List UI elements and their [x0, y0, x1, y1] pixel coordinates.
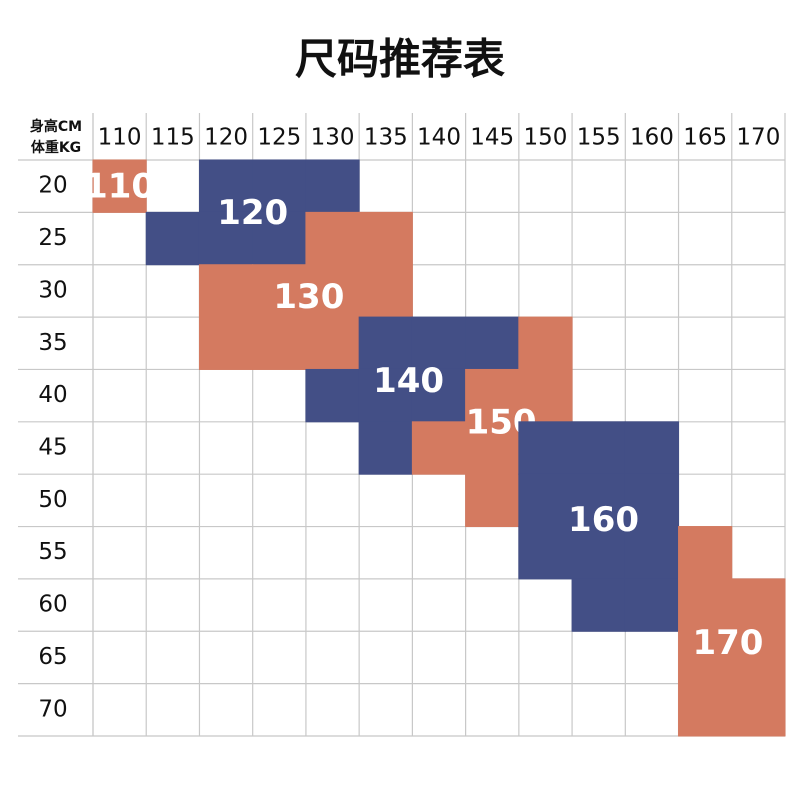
- weight-label: 70: [38, 696, 67, 722]
- size-cell: [358, 211, 413, 266]
- size-cell: [305, 368, 360, 423]
- size-cell: [678, 630, 733, 685]
- size-cell: [465, 473, 520, 528]
- weight-label: 20: [38, 173, 67, 199]
- weight-label: 50: [38, 487, 67, 513]
- size-cell: [145, 211, 200, 266]
- size-cell: [571, 578, 626, 632]
- size-label: 140: [373, 361, 444, 401]
- size-cell: [518, 316, 573, 370]
- height-label: 145: [470, 125, 514, 151]
- height-label: 160: [630, 125, 674, 151]
- size-cell: [518, 526, 573, 580]
- weight-label: 55: [38, 539, 67, 565]
- size-cell: [571, 421, 626, 475]
- weight-label: 25: [38, 225, 67, 251]
- size-cell: [411, 368, 467, 423]
- size-cell: [305, 211, 360, 266]
- size-label: 160: [568, 500, 639, 540]
- size-cell: [198, 316, 254, 370]
- size-cell: [305, 264, 360, 318]
- size-cell: [252, 316, 307, 370]
- height-label: 170: [736, 125, 780, 151]
- size-cell: [252, 159, 307, 213]
- size-cell: [678, 526, 733, 580]
- size-cell: [358, 316, 413, 370]
- size-cell: [678, 578, 733, 632]
- size-label: 170: [692, 623, 763, 663]
- size-cell: [358, 421, 413, 475]
- size-cell: [465, 368, 520, 423]
- size-cell: [624, 578, 680, 632]
- size-cell: [92, 159, 147, 213]
- size-cell: [624, 473, 680, 528]
- size-cell: [252, 264, 307, 318]
- weight-label: 60: [38, 592, 67, 618]
- size-cell: [571, 526, 626, 580]
- size-cell: [411, 316, 467, 370]
- corner-label: 身高CM: [30, 118, 82, 135]
- weight-label: 35: [38, 330, 67, 356]
- weight-label: 40: [38, 382, 67, 408]
- height-label: 135: [364, 125, 408, 151]
- size-cell: [198, 159, 254, 213]
- size-cell: [198, 211, 254, 266]
- size-cell: [358, 368, 413, 423]
- size-cell: [252, 211, 307, 266]
- size-cell: [411, 421, 467, 475]
- size-label: 120: [217, 193, 288, 233]
- height-label: 110: [98, 125, 142, 151]
- size-cell: [571, 473, 626, 528]
- height-label: 165: [683, 125, 727, 151]
- weight-label: 30: [38, 277, 67, 303]
- weight-label: 45: [38, 435, 67, 461]
- height-label: 140: [417, 125, 461, 151]
- size-label: 110: [84, 167, 155, 207]
- corner-label: 体重KG: [31, 139, 81, 156]
- size-label: 130: [273, 277, 344, 317]
- size-cell: [518, 421, 573, 475]
- height-label: 125: [257, 125, 301, 151]
- height-label: 150: [524, 125, 568, 151]
- size-cell: [465, 421, 520, 475]
- height-label: 120: [204, 125, 248, 151]
- size-cell: [358, 264, 413, 318]
- size-cell: [624, 421, 680, 475]
- height-label: 130: [311, 125, 355, 151]
- size-cell: [518, 473, 573, 528]
- height-label: 115: [151, 125, 195, 151]
- size-cell: [678, 683, 733, 737]
- size-cell: [731, 683, 786, 737]
- weight-label: 65: [38, 644, 67, 670]
- size-cell: [305, 159, 360, 213]
- size-cell: [465, 316, 520, 370]
- size-cell: [305, 316, 360, 370]
- size-cell: [731, 578, 786, 632]
- size-cell: [198, 264, 254, 318]
- size-cell: [624, 526, 680, 580]
- height-label: 155: [577, 125, 621, 151]
- title: 尺码推荐表: [295, 35, 505, 84]
- size-cell: [518, 368, 573, 423]
- size-cell: [731, 630, 786, 685]
